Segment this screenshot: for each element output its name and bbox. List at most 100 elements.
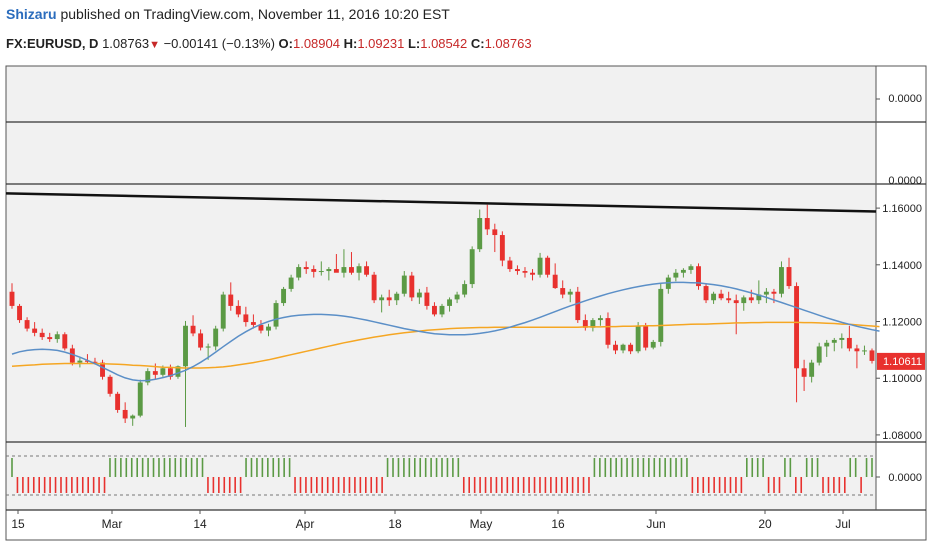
candle-body — [258, 324, 264, 331]
symbol-label[interactable]: FX:EURUSD, D — [6, 36, 99, 51]
candle-body — [273, 303, 279, 327]
candle-body — [439, 305, 445, 315]
last-price-label: 1.10611 — [883, 356, 922, 368]
open-label: O: — [278, 36, 293, 51]
candle-body — [688, 266, 694, 270]
candle-body — [122, 409, 128, 419]
candle-body — [318, 271, 324, 273]
candle-body — [711, 293, 717, 301]
candle-body — [296, 267, 302, 278]
candle-body — [160, 368, 166, 375]
candle-body — [349, 267, 354, 273]
candle-body — [326, 269, 332, 272]
candle-body — [454, 294, 460, 300]
candle-body — [530, 272, 535, 275]
candle-body — [424, 292, 430, 306]
candle-body — [107, 376, 113, 394]
ma-fast-line — [11, 281, 880, 382]
candle-body — [477, 218, 483, 250]
price-tick-label: 1.16000 — [882, 203, 922, 215]
candle-body — [628, 344, 634, 352]
candle-body — [658, 288, 664, 342]
price-tick-label: 1.08000 — [882, 430, 922, 442]
histogram-group — [11, 458, 873, 493]
candle-body — [756, 294, 762, 301]
osc-tick-label: 0.0000 — [888, 472, 922, 484]
candle-body — [17, 305, 22, 321]
trendline — [5, 192, 877, 213]
pane1-tick-label: 0.0000 — [888, 93, 922, 105]
candle-body — [77, 360, 83, 363]
candle-body — [409, 275, 415, 298]
price-tick-label: 1.12000 — [882, 317, 922, 329]
candle-body — [809, 362, 815, 377]
candle-body — [250, 322, 256, 325]
candle-body — [213, 328, 219, 347]
x-tick-label: Jul — [835, 517, 850, 531]
candle-body — [100, 362, 105, 377]
candle-body — [831, 339, 837, 343]
candle-body — [39, 332, 45, 338]
candle-body — [69, 348, 75, 363]
x-tick-label: Mar — [102, 517, 123, 531]
candle-body — [567, 291, 573, 295]
candle-body — [152, 371, 158, 375]
price-tick-label: 1.10000 — [882, 373, 922, 385]
candle-body — [447, 299, 452, 306]
candle-body — [167, 368, 173, 377]
candle-body — [130, 415, 136, 419]
candle-body — [816, 346, 822, 363]
close-label: C: — [470, 36, 485, 51]
price-tick-label: 1.14000 — [882, 260, 922, 272]
candle-body — [545, 257, 551, 275]
candle-body — [696, 266, 701, 287]
candle-body — [416, 292, 422, 298]
candle-body — [507, 260, 513, 270]
x-tick-label: Apr — [296, 517, 315, 531]
down-arrow-icon: ▼ — [149, 39, 160, 51]
candle-body — [84, 360, 90, 362]
candle-body — [371, 274, 377, 301]
x-tick-label: 15 — [11, 517, 25, 531]
candle-body — [786, 267, 792, 287]
plot-background — [6, 66, 876, 510]
candle-body — [801, 368, 807, 377]
ma-slow-line — [11, 321, 880, 369]
candle-body — [333, 269, 339, 273]
candle-body — [733, 300, 739, 304]
author-name[interactable]: Shizaru — [6, 6, 57, 22]
candle-body — [341, 267, 347, 273]
candle-body — [748, 297, 754, 301]
x-tick-label: 20 — [758, 517, 772, 531]
candle-body — [137, 382, 143, 416]
x-tick-label: May — [470, 517, 493, 531]
candle-body — [620, 344, 626, 351]
candle-body — [846, 337, 852, 349]
candle-body — [379, 297, 385, 301]
candle-body — [145, 371, 151, 383]
candle-body — [32, 328, 38, 333]
candle-body — [24, 320, 30, 329]
candle-body — [311, 269, 317, 272]
candle-body — [281, 288, 287, 304]
candle-body — [673, 272, 679, 278]
candle-body — [47, 337, 53, 340]
candle-body — [771, 291, 777, 294]
candle-body — [726, 298, 732, 301]
candle-body — [364, 266, 370, 275]
candle-body — [869, 350, 875, 361]
candle-body — [243, 314, 249, 323]
low-label: L: — [407, 36, 421, 51]
candle-body — [605, 318, 611, 345]
candle-body — [522, 271, 528, 273]
x-tick-label: 18 — [388, 517, 402, 531]
candle-body — [718, 293, 724, 299]
candle-body — [54, 334, 60, 340]
candle-body — [62, 334, 68, 349]
candle-body — [499, 235, 505, 261]
axis-background — [876, 66, 926, 510]
candle-body — [288, 277, 294, 289]
x-tick-label: 14 — [193, 517, 207, 531]
candle-body — [590, 320, 596, 328]
